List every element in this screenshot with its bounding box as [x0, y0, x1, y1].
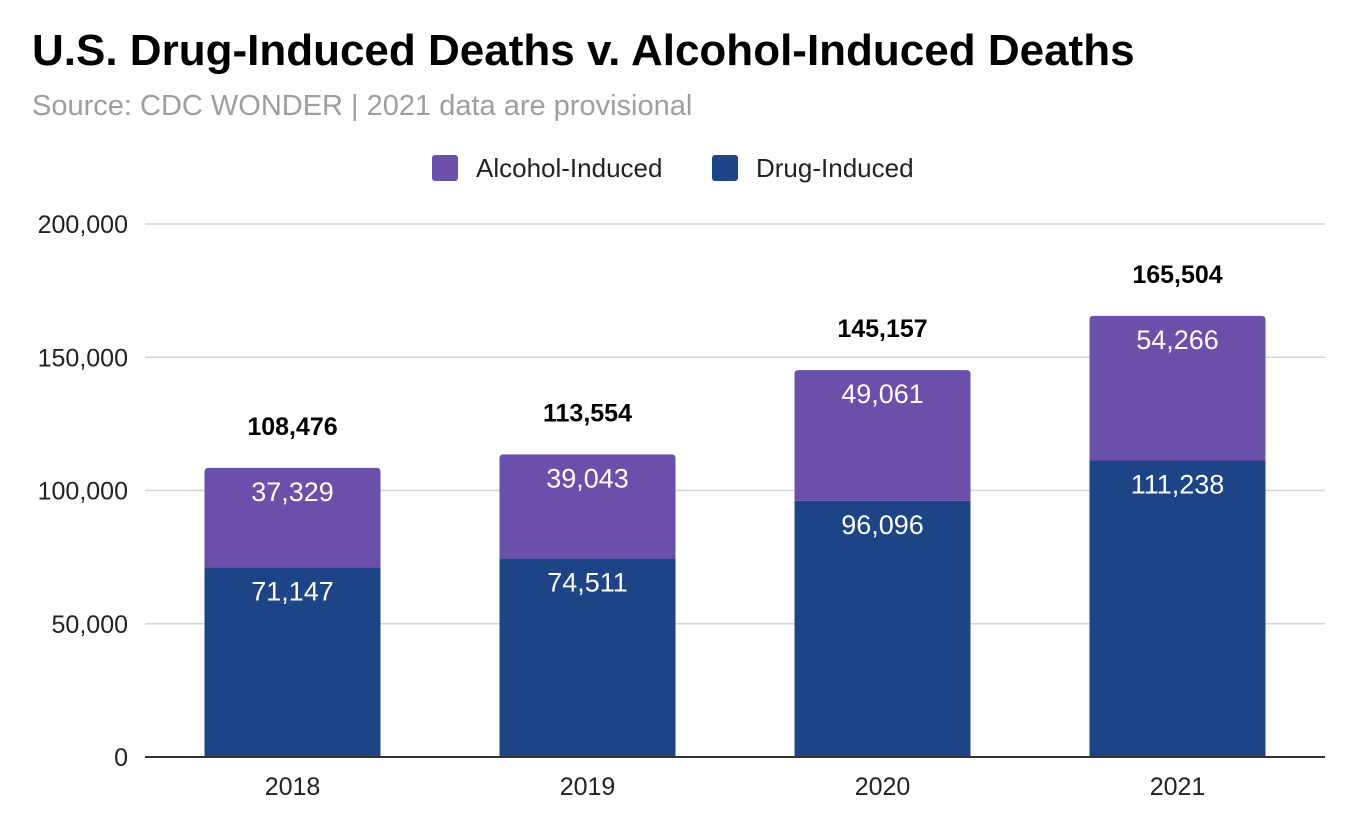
total-label: 113,554 [543, 399, 632, 427]
y-tick-label: 0 [114, 744, 128, 772]
y-tick-label: 150,000 [38, 344, 128, 372]
legend-label: Drug-Induced [756, 153, 914, 183]
bar-drug-induced [1089, 460, 1266, 757]
data-label-alcohol-induced: 54,266 [1136, 325, 1219, 355]
legend-swatch [432, 155, 458, 181]
data-label-drug-induced: 74,511 [547, 567, 628, 597]
data-label-alcohol-induced: 39,043 [546, 463, 629, 493]
data-label-drug-induced: 96,096 [841, 510, 924, 540]
bar-drug-induced [499, 558, 676, 757]
y-tick-label: 50,000 [52, 611, 128, 639]
x-tick-label: 2021 [1150, 773, 1206, 801]
bar-drug-induced [794, 500, 971, 757]
bar-alcohol-induced [794, 370, 971, 501]
y-tick-label: 100,000 [38, 478, 128, 506]
data-label-alcohol-induced: 37,329 [251, 477, 334, 507]
bar-drug-induced [204, 567, 381, 757]
x-tick-label: 2018 [265, 773, 321, 801]
bar-alcohol-induced [499, 454, 676, 559]
total-label: 145,157 [837, 315, 927, 343]
x-tick-label: 2020 [855, 773, 911, 801]
data-label-alcohol-induced: 49,061 [841, 379, 924, 409]
data-label-drug-induced: 111,238 [1131, 470, 1225, 500]
legend-swatch [712, 155, 738, 181]
chart-subtitle: Source: CDC WONDER | 2021 data are provi… [32, 90, 693, 122]
total-label: 165,504 [1132, 261, 1222, 289]
legend-label: Alcohol-Induced [476, 153, 662, 183]
chart-title: U.S. Drug-Induced Deaths v. Alcohol-Indu… [32, 26, 1135, 75]
y-tick-label: 200,000 [38, 211, 128, 239]
x-tick-label: 2019 [560, 773, 616, 801]
bar-alcohol-induced [204, 467, 381, 568]
bar-alcohol-induced [1089, 315, 1266, 461]
total-label: 108,476 [247, 413, 337, 441]
data-label-drug-induced: 71,147 [251, 576, 334, 606]
